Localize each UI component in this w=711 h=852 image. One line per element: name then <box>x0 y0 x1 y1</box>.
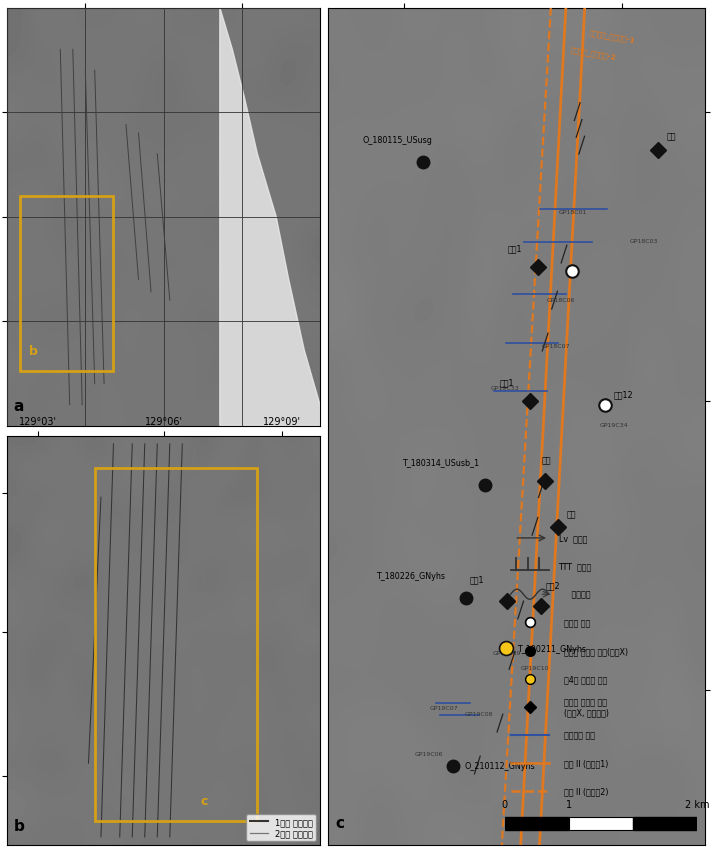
Text: 가천12: 가천12 <box>614 390 634 400</box>
Text: c: c <box>336 815 344 830</box>
Text: 골절하천: 골절하천 <box>559 590 590 599</box>
Polygon shape <box>220 9 320 426</box>
Text: T_190211_GNyhs: T_190211_GNyhs <box>517 644 586 653</box>
Text: 미고결 퇴적층 변위
  (연대X, 기존조사): 미고결 퇴적층 변위 (연대X, 기존조사) <box>559 697 609 717</box>
Text: 양산단층_삼남분절-1: 양산단층_삼남분절-1 <box>589 30 636 44</box>
Text: T_180226_GNyhs: T_180226_GNyhs <box>375 571 444 580</box>
Text: GP19C06: GP19C06 <box>415 751 443 756</box>
Text: GP19C08: GP19C08 <box>464 711 493 717</box>
Text: O_210112_GNyhs: O_210112_GNyhs <box>464 761 535 770</box>
Text: 미고결 퇴적층 변위(연대X): 미고결 퇴적층 변위(연대X) <box>559 647 628 655</box>
Text: 그룹 II (확실도1): 그룹 II (확실도1) <box>559 759 608 768</box>
Text: 1: 1 <box>566 799 572 809</box>
Text: GP18C03: GP18C03 <box>630 239 658 244</box>
Text: TTT  단층애: TTT 단층애 <box>559 562 592 571</box>
Text: GP19C07: GP19C07 <box>429 705 458 710</box>
Text: 조알: 조알 <box>567 509 576 519</box>
Text: GP18C09: GP18C09 <box>493 650 521 655</box>
Text: GP18C01: GP18C01 <box>558 210 587 215</box>
Text: b: b <box>14 818 24 833</box>
Text: Lv  선형국: Lv 선형국 <box>559 534 587 543</box>
Bar <box>633 817 697 830</box>
Text: 그룹 II (확실도2): 그룹 II (확실도2) <box>559 787 608 796</box>
Text: GP18C06: GP18C06 <box>547 297 575 302</box>
Text: 0: 0 <box>502 799 508 809</box>
Text: c: c <box>201 794 208 808</box>
Text: 물리탐사 측선: 물리탐사 측선 <box>559 731 594 740</box>
Text: 신화: 신화 <box>666 132 676 141</box>
Legend: 1등급 선형구조, 2등급 선형구조: 1등급 선형구조, 2등급 선형구조 <box>246 814 316 841</box>
Text: T_180314_USusb_1: T_180314_USusb_1 <box>402 458 479 467</box>
Text: 제4기 퇴적층 변위: 제4기 퇴적층 변위 <box>559 675 606 683</box>
Text: GP19C10: GP19C10 <box>520 665 549 671</box>
Text: O_180115_USusg: O_180115_USusg <box>363 136 432 145</box>
Text: 2 km: 2 km <box>685 799 709 809</box>
Text: 필폀1: 필폀1 <box>470 575 484 584</box>
Text: 필폀2: 필폀2 <box>545 581 560 590</box>
Bar <box>505 817 569 830</box>
Text: GP19C34: GP19C34 <box>600 423 629 428</box>
Text: GP19C33: GP19C33 <box>491 385 519 390</box>
Text: 양산단층_삼남분절-2: 양산단층_삼남분절-2 <box>570 46 616 61</box>
Text: b: b <box>29 345 38 358</box>
Text: 연봉: 연봉 <box>541 456 551 464</box>
Text: 가천1: 가천1 <box>500 377 515 387</box>
Text: GP18C07: GP18C07 <box>541 343 570 348</box>
Bar <box>569 817 633 830</box>
Text: 기반암 단층: 기반암 단층 <box>559 619 590 627</box>
Bar <box>95 469 257 820</box>
Bar <box>20 197 114 371</box>
Text: a: a <box>14 399 23 413</box>
Text: 상천1: 상천1 <box>508 244 522 253</box>
